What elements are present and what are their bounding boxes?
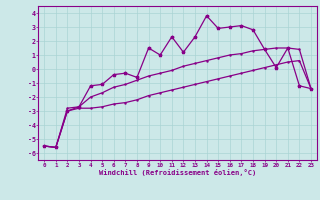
X-axis label: Windchill (Refroidissement éolien,°C): Windchill (Refroidissement éolien,°C): [99, 169, 256, 176]
